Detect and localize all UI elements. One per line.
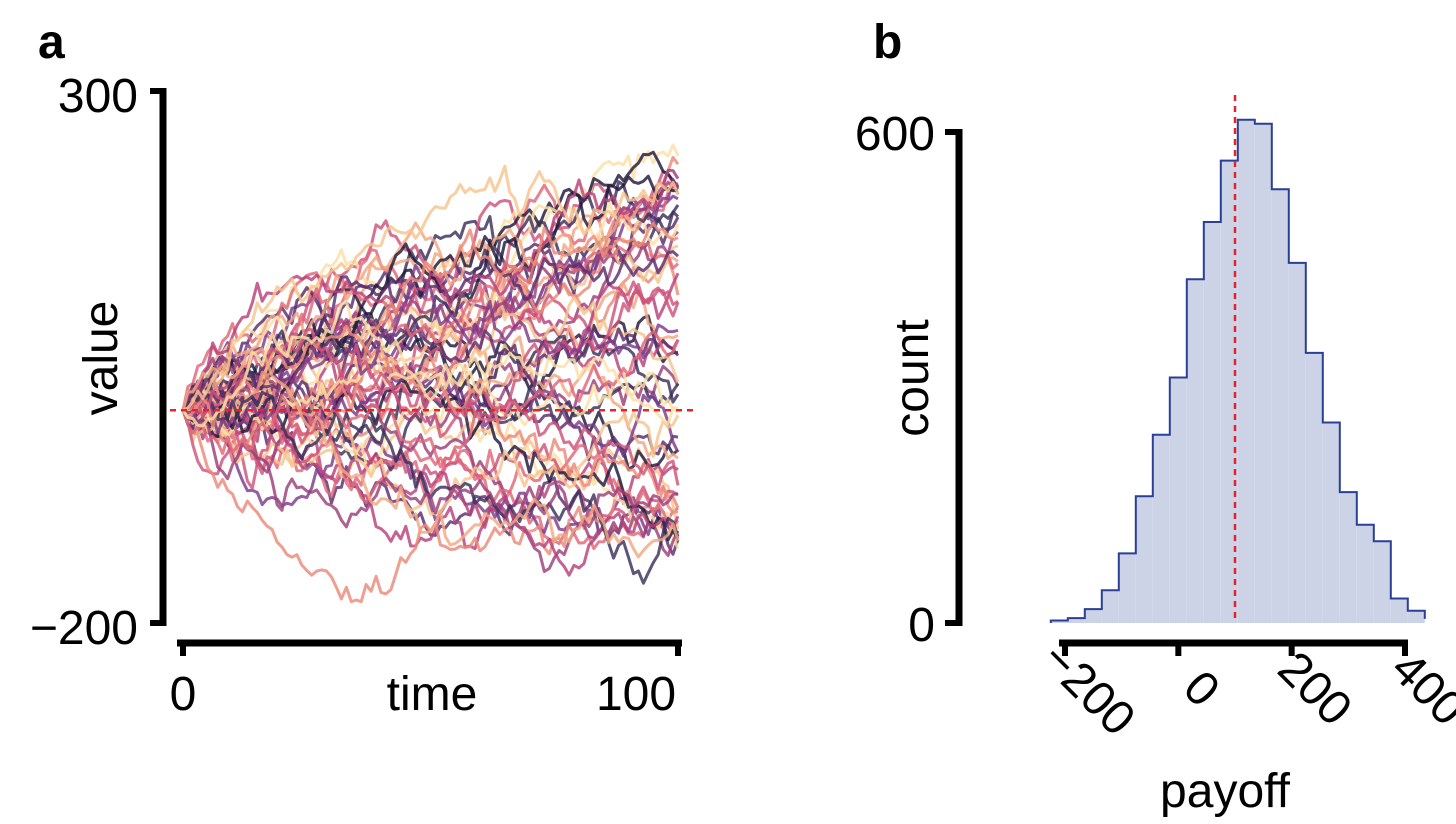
histogram-bar xyxy=(1152,434,1170,623)
panel-a-y-tick-label-bottom: −200 xyxy=(30,602,138,655)
series-line xyxy=(181,330,680,469)
panel-b-y-tick-label-bottom: 0 xyxy=(908,599,935,652)
series-line xyxy=(182,200,680,412)
x-tick-label: 200 xyxy=(1268,642,1362,736)
series-line xyxy=(182,346,679,514)
histogram-bar xyxy=(1118,553,1136,623)
histogram-bar xyxy=(1288,262,1306,623)
histogram-bar xyxy=(1237,119,1255,623)
histogram-bar xyxy=(1050,620,1068,623)
x-tick-label: 400 xyxy=(1381,642,1456,736)
panel-a-x-tick-label-right: 100 xyxy=(596,668,676,721)
x-tick-label: −200 xyxy=(1031,632,1145,746)
series-line xyxy=(181,182,680,424)
histogram-bar xyxy=(1101,590,1119,623)
histogram-bar xyxy=(1305,352,1323,623)
series-line xyxy=(181,222,679,428)
series-line xyxy=(181,240,680,412)
series-line xyxy=(182,393,680,577)
panel-b-histogram-bars xyxy=(1049,118,1426,624)
panel-a-y-axis-label: value xyxy=(75,301,128,416)
panel-b-y-tick-label-top: 600 xyxy=(855,108,935,161)
histogram-bar xyxy=(1067,618,1085,623)
series-line xyxy=(182,263,679,435)
series-line xyxy=(182,178,680,412)
histogram-bar xyxy=(1169,377,1187,623)
histogram-bar xyxy=(1186,279,1204,623)
histogram-bar xyxy=(1135,496,1153,623)
series-line xyxy=(182,164,680,412)
series-line xyxy=(181,300,679,428)
panel-b-chart: −200 0 200 400 600 0 payoff count xyxy=(855,95,1456,818)
panel-b-y-axis-label: count xyxy=(886,319,939,436)
histogram-bar xyxy=(1356,524,1374,623)
panel-a-x-axis-label: time xyxy=(387,668,478,721)
series-line xyxy=(181,178,679,411)
panel-a-x-tick-label-left: 0 xyxy=(170,668,197,721)
histogram-bar xyxy=(1220,160,1238,623)
panel-b-letter: b xyxy=(873,16,902,69)
panel-a-y-tick-label-top: 300 xyxy=(58,70,138,123)
histogram-bar xyxy=(1203,222,1221,623)
panel-b-x-axis-label: payoff xyxy=(1160,765,1291,818)
x-tick-label: 0 xyxy=(1173,661,1229,717)
panel-b-x-ticks: −200 0 200 400 xyxy=(1031,632,1456,746)
histogram-bar xyxy=(1322,422,1340,623)
histogram-bar xyxy=(1407,610,1425,623)
histogram-bar xyxy=(1390,598,1408,623)
histogram-outline xyxy=(1049,118,1426,623)
panel-a-chart: 300 −200 0 100 time value xyxy=(30,70,694,721)
histogram-bar xyxy=(1254,123,1272,624)
histogram-bar xyxy=(1084,609,1102,623)
histogram-bar xyxy=(1373,541,1391,623)
panel-a-series-lines xyxy=(181,143,680,604)
panel-a-letter: a xyxy=(38,16,65,69)
histogram-bar xyxy=(1339,492,1357,623)
histogram-bar xyxy=(1271,189,1289,624)
